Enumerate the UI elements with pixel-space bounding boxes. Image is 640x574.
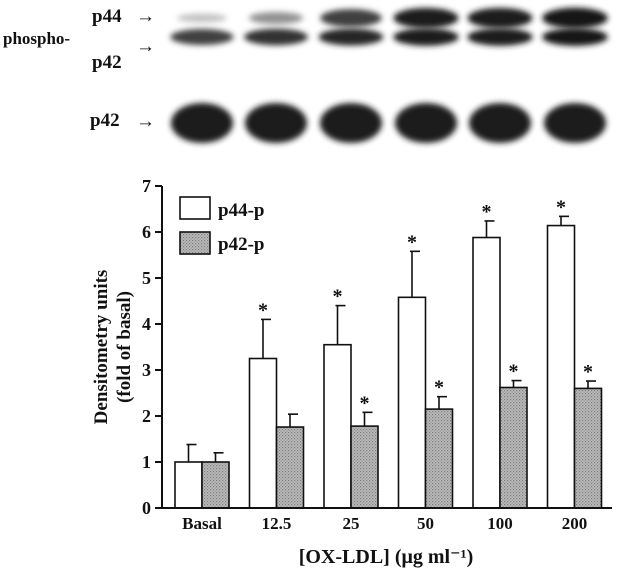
blot-row-phospho	[170, 7, 608, 46]
bar-p44-p-Basal	[174, 461, 203, 509]
bar-p44-p-50	[397, 296, 427, 509]
blot-label-p42-total: p42	[90, 110, 120, 131]
bar-chart: * * * * * * * * * 0 1 2 3 4 5 6 7 Basal 12.5 25 50 100 200 D…	[91, 176, 612, 568]
bar-p42-p-Basal	[201, 461, 230, 509]
x-tick-label: 12.5	[262, 514, 292, 533]
band-p44-phospho	[542, 7, 608, 29]
band-p42-total	[395, 103, 457, 143]
legend-swatch-p44-p	[179, 196, 211, 220]
significance-star: *	[482, 201, 492, 223]
bar-p44-p-25	[323, 343, 352, 509]
blot-label-p44: p44	[92, 6, 122, 27]
band-p42-total	[320, 103, 382, 143]
band-p42-phospho	[170, 29, 234, 45]
band-p42-total	[171, 103, 233, 143]
legend-label-p42-p: p42-p	[218, 234, 264, 255]
band-p44-phospho	[320, 9, 382, 27]
significance-star: *	[258, 299, 268, 321]
x-tick-label: 25	[343, 514, 360, 533]
significance-star: *	[434, 377, 444, 399]
band-p44-phospho	[393, 7, 459, 29]
bar-p44-p-200	[546, 224, 576, 509]
bar-p42-p-200	[573, 387, 603, 509]
band-p42-phospho	[542, 28, 608, 46]
significance-star: *	[407, 231, 417, 253]
significance-star: *	[360, 392, 370, 414]
legend-swatch-p42-p	[179, 231, 211, 255]
y-tick-label: 1	[142, 452, 151, 472]
band-p42-phospho	[467, 28, 533, 46]
y-tick-label: 7	[142, 176, 151, 196]
band-p44-phospho	[467, 7, 533, 29]
y-axis-label-line2: (fold of basal)	[114, 291, 135, 403]
y-tick-label: 3	[142, 360, 151, 380]
significance-star: *	[509, 361, 519, 383]
bar-p42-p-25	[350, 425, 379, 509]
y-tick-label: 6	[142, 222, 151, 242]
y-tick-label: 2	[142, 406, 151, 426]
band-p42-phospho	[244, 28, 308, 46]
band-p42-total	[245, 103, 307, 143]
blot-label-p42-phospho: p42	[92, 52, 122, 73]
legend-label-p44-p: p44-p	[218, 200, 264, 221]
band-p42-phospho	[393, 28, 459, 46]
bar-p42-p-100	[499, 386, 528, 509]
y-tick-label: 0	[142, 498, 151, 518]
band-p42-total	[544, 103, 606, 143]
band-p42-phospho	[318, 28, 384, 46]
blot-row-total	[171, 103, 606, 143]
x-tick-label: Basal	[182, 514, 222, 533]
bar-p42-p-50	[424, 408, 454, 509]
bar-p44-p-12.5	[248, 357, 278, 509]
x-tick-label: 200	[562, 514, 588, 533]
legend: p44-p p42-p	[179, 196, 264, 255]
bar-p42-p-12.5	[275, 426, 305, 509]
blot-arrow-p44: →	[136, 6, 155, 27]
significance-star: *	[556, 196, 566, 218]
bar-p44-p-100	[472, 236, 501, 509]
y-tick-label: 5	[142, 268, 151, 288]
blot-label-phospho: phospho-	[3, 29, 70, 48]
band-p44-phospho	[177, 13, 227, 23]
band-p42-total	[469, 103, 531, 143]
x-tick-label: 100	[487, 514, 513, 533]
y-tick-label: 4	[142, 314, 151, 334]
x-tick-label: 50	[417, 514, 434, 533]
y-axis-label-line1: Densitometry units	[91, 270, 112, 425]
x-axis-label: [OX-LDL] (μg ml⁻¹)	[299, 546, 474, 568]
significance-star: *	[583, 361, 593, 383]
blot-arrow-p42-phospho: →	[136, 36, 155, 57]
blot-arrow-p42-total: →	[136, 111, 155, 132]
significance-star: *	[333, 286, 343, 308]
band-p44-phospho	[249, 11, 303, 25]
